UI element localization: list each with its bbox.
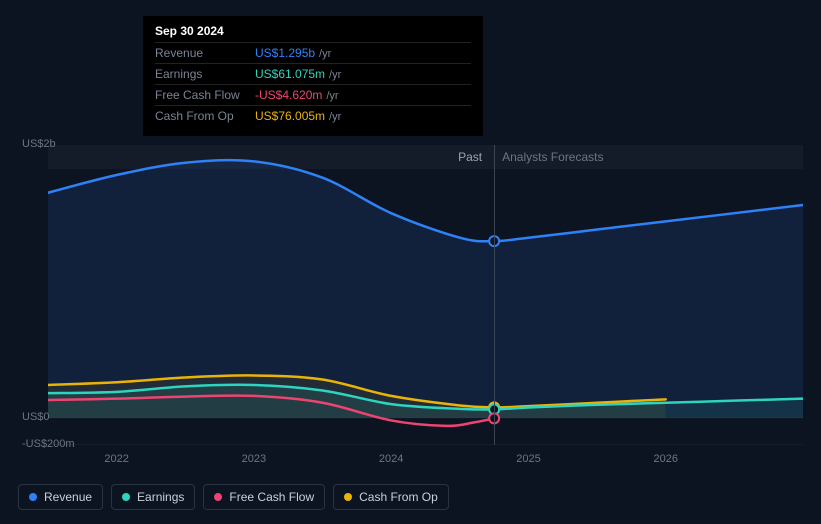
tooltip-row: Cash From OpUS$76.005m/yr (155, 105, 471, 126)
past-forecast-divider (494, 145, 495, 445)
tooltip-suffix: /yr (329, 111, 341, 123)
x-axis-label: 2025 (516, 453, 540, 465)
tooltip-value: US$1.295b (255, 46, 315, 60)
y-axis-label: US$0 (22, 411, 50, 423)
legend-label: Revenue (44, 490, 92, 504)
legend-label: Cash From Op (359, 490, 438, 504)
legend-dot-icon (344, 493, 352, 501)
tooltip-label: Cash From Op (155, 109, 255, 123)
legend: Revenue Earnings Free Cash Flow Cash From O… (18, 484, 449, 510)
legend-item-cashop[interactable]: Cash From Op (333, 484, 449, 510)
tooltip-suffix: /yr (319, 48, 331, 60)
tooltip-label: Earnings (155, 67, 255, 81)
chart-svg[interactable] (48, 145, 803, 445)
tooltip-row: Free Cash Flow-US$4.620m/yr (155, 84, 471, 105)
x-axis-label: 2026 (653, 453, 677, 465)
legend-item-revenue[interactable]: Revenue (18, 484, 103, 510)
tooltip-date: Sep 30 2024 (155, 24, 471, 38)
legend-item-fcf[interactable]: Free Cash Flow (203, 484, 325, 510)
legend-item-earnings[interactable]: Earnings (111, 484, 195, 510)
y-axis-label: -US$200m (22, 438, 75, 450)
past-label: Past (458, 150, 482, 164)
tooltip-label: Revenue (155, 46, 255, 60)
legend-label: Earnings (137, 490, 184, 504)
legend-dot-icon (122, 493, 130, 501)
chart-container: Sep 30 2024 RevenueUS$1.295b/yrEarningsU… (0, 0, 821, 524)
x-axis-label: 2024 (379, 453, 403, 465)
y-axis-label: US$2b (22, 138, 56, 150)
chart-area: US$2b US$0 -US$200m Past Analysts Forecasts 2… (18, 120, 803, 508)
forecast-label: Analysts Forecasts (502, 150, 603, 164)
tooltip-row: RevenueUS$1.295b/yr (155, 42, 471, 63)
x-axis-label: 2022 (104, 453, 128, 465)
hover-tooltip: Sep 30 2024 RevenueUS$1.295b/yrEarningsU… (143, 16, 483, 136)
tooltip-suffix: /yr (329, 69, 341, 81)
legend-dot-icon (29, 493, 37, 501)
x-axis-label: 2023 (242, 453, 266, 465)
legend-label: Free Cash Flow (229, 490, 314, 504)
tooltip-value: US$61.075m (255, 67, 325, 81)
tooltip-suffix: /yr (326, 90, 338, 102)
tooltip-row: EarningsUS$61.075m/yr (155, 63, 471, 84)
tooltip-value: US$76.005m (255, 109, 325, 123)
tooltip-value: -US$4.620m (255, 88, 322, 102)
tooltip-label: Free Cash Flow (155, 88, 255, 102)
legend-dot-icon (214, 493, 222, 501)
